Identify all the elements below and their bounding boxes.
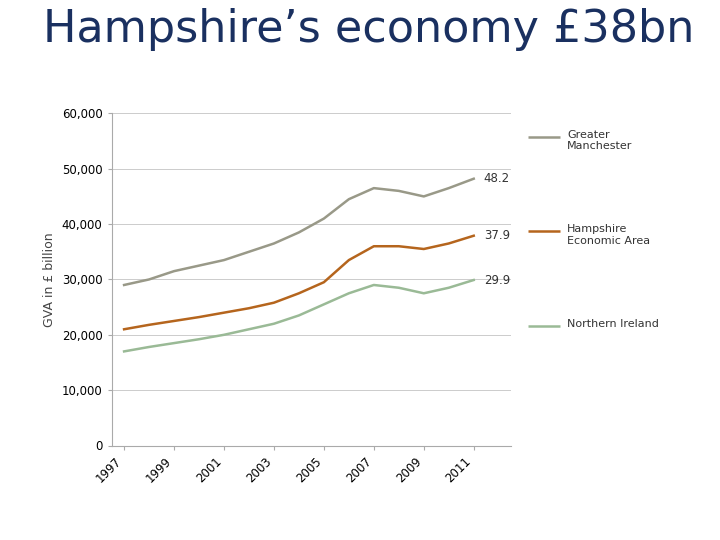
- Text: Hampshire’s economy £38bn: Hampshire’s economy £38bn: [43, 8, 695, 51]
- Text: Greater
Manchester: Greater Manchester: [567, 130, 633, 151]
- Text: Hampshire
Economic Area: Hampshire Economic Area: [567, 224, 650, 246]
- Text: 48.2: 48.2: [484, 172, 510, 185]
- Text: 37.9: 37.9: [484, 229, 510, 242]
- Text: Northern Ireland: Northern Ireland: [567, 319, 660, 329]
- Text: Source: Regional Gross Value Added: Source: Regional Gross Value Added: [216, 510, 405, 520]
- Text: 29.9: 29.9: [484, 273, 510, 287]
- Y-axis label: GVA in £ billion: GVA in £ billion: [43, 232, 56, 327]
